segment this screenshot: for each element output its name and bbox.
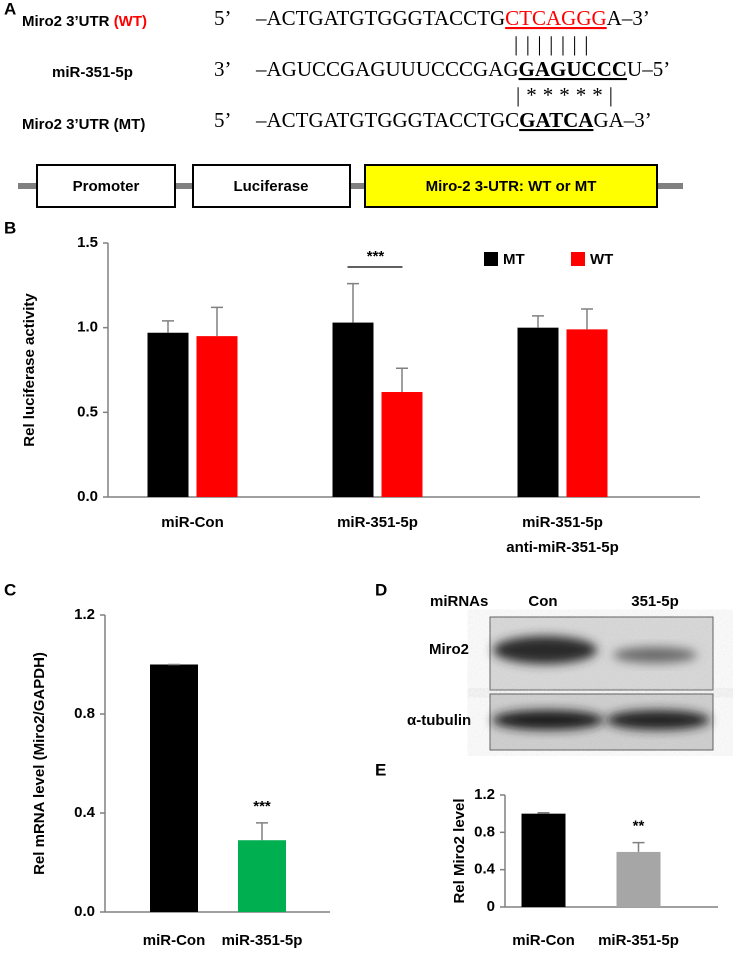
sequence-name: miR-351-5p [52, 64, 133, 81]
y-tick-label: 1.5 [77, 234, 98, 251]
panel-label: A [4, 0, 16, 18]
error-bar [396, 367, 408, 393]
bar [150, 664, 198, 912]
sequence-tag: (WT) [114, 13, 147, 30]
panel-label: D [375, 580, 387, 599]
x-tick-label: miR-351-5p [222, 932, 303, 949]
blot-label: α-tubulin [407, 712, 471, 729]
y-tick-label: 0.0 [74, 903, 95, 920]
construct-box [192, 164, 351, 208]
strand-end: 3’ [214, 57, 232, 81]
y-tick-label: 1.2 [74, 606, 95, 623]
error-bar [537, 811, 550, 814]
sequence: U–5’ [627, 57, 670, 81]
error-bar [256, 822, 268, 841]
legend-label: WT [590, 251, 613, 268]
construct-label: Promoter [73, 178, 140, 195]
strand-end: 5’ [214, 6, 232, 30]
y-axis-label: Rel Miro2 level [451, 798, 468, 903]
strand-end: 5’ [214, 108, 232, 132]
y-axis-label: Rel mRNA level (Miro2/GAPDH) [31, 652, 48, 875]
y-tick-label: 0.8 [74, 705, 95, 722]
sequence: –ACTGATGTGGGTACCTGC [255, 108, 519, 132]
bar [147, 332, 189, 497]
annotation: *** [253, 798, 271, 815]
panel-label: E [375, 760, 386, 779]
sequence: GA–3’ [593, 108, 651, 132]
y-tick-label: 0.8 [474, 823, 495, 840]
y-tick-label: 0.0 [77, 488, 98, 505]
error-bar [347, 282, 359, 323]
blot-image [489, 616, 714, 751]
error-bar [632, 841, 645, 852]
blot-label: Miro2 [429, 641, 469, 658]
pairing: |*****| [516, 83, 619, 107]
bar [332, 322, 374, 497]
x-tick-label: anti-miR-351-5p [506, 539, 619, 556]
bar [566, 329, 608, 497]
y-tick-label: 0.4 [474, 861, 496, 878]
panel-label: C [4, 580, 16, 599]
bar [196, 336, 238, 497]
sequence: –ACTGATGTGGGTACCTG [255, 6, 505, 30]
legend-swatch [484, 252, 498, 266]
bar [521, 813, 566, 907]
bar [616, 851, 661, 907]
sequence: –AGUCCGAGUUUCCCGAG [255, 57, 519, 81]
sequence: –AGUCCGAGUUUCCCGAGGAGUCCCU–5’ [255, 57, 670, 81]
sequence: –ACTGATGTGGGTACCTGCTCAGGGA–3’ [255, 6, 650, 30]
y-axis-label: Rel luciferase activity [21, 293, 38, 447]
x-tick-label: miR-Con [143, 932, 206, 949]
construct-label: Miro-2 3-UTR: WT or MT [426, 178, 597, 195]
panel-label: B [4, 218, 16, 237]
sequence-name: Miro2 3’UTR (WT) [22, 13, 147, 30]
blot-header: miRNAs [430, 593, 488, 610]
legend-swatch [571, 252, 585, 266]
x-tick-label: miR-351-5p [522, 514, 603, 531]
y-tick-label: 1.0 [77, 319, 98, 336]
y-tick-label: 0 [487, 898, 495, 915]
annotation: *** [367, 248, 385, 265]
mutant-site: GATCA [519, 108, 594, 132]
lane-label: 351-5p [631, 593, 679, 610]
construct-label: Luciferase [233, 178, 308, 195]
legend-label: MT [503, 251, 525, 268]
sequence-name: Miro2 3’UTR (MT) [22, 116, 145, 133]
bar [238, 840, 286, 912]
sequence-name: Miro2 3’UTR [22, 13, 114, 30]
error-bar [581, 308, 593, 330]
annotation: ** [633, 818, 645, 835]
pairing: ||||||| [514, 32, 596, 56]
y-tick-label: 0.4 [74, 804, 96, 821]
seed-site: GAGUCCC [519, 57, 628, 81]
lane-label: Con [528, 593, 557, 610]
binding-site: CTCAGGG [505, 6, 607, 30]
construct-box [364, 164, 658, 208]
error-bar [211, 306, 223, 337]
construct-box [36, 164, 176, 208]
x-tick-label: miR-Con [512, 932, 575, 949]
x-tick-label: miR-351-5p [337, 514, 418, 531]
bar [517, 327, 559, 497]
y-tick-label: 0.5 [77, 403, 98, 420]
error-bar [532, 315, 544, 328]
error-bar [162, 320, 174, 333]
bar [381, 392, 423, 497]
sequence: –ACTGATGTGGGTACCTGCGATCAGA–3’ [255, 108, 652, 132]
x-tick-label: miR-351-5p [598, 932, 679, 949]
x-tick-label: miR-Con [161, 514, 224, 531]
y-tick-label: 1.2 [474, 786, 495, 803]
sequence: A–3’ [607, 6, 650, 30]
